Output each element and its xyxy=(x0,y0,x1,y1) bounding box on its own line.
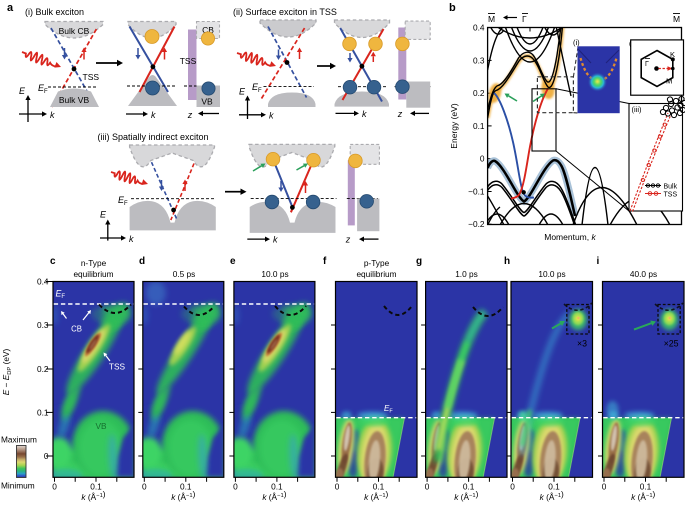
svg-text:0.1: 0.1 xyxy=(271,482,283,492)
svg-text:0.5 ps: 0.5 ps xyxy=(173,269,196,279)
svg-text:0.1: 0.1 xyxy=(473,121,485,131)
svg-text:VB: VB xyxy=(95,421,107,431)
svg-text:0.4: 0.4 xyxy=(473,23,485,33)
svg-text:k: k xyxy=(362,109,367,119)
svg-text:0.4: 0.4 xyxy=(37,277,49,287)
svg-text:TSS: TSS xyxy=(180,56,197,66)
svg-text:0: 0 xyxy=(335,482,340,492)
svg-text:E: E xyxy=(239,87,246,97)
svg-text:0: 0 xyxy=(602,482,607,492)
svg-text:c: c xyxy=(50,256,56,267)
svg-text:(i): (i) xyxy=(573,38,580,47)
svg-text:0.1: 0.1 xyxy=(180,482,192,492)
svg-text:0: 0 xyxy=(425,482,430,492)
svg-text:k: k xyxy=(269,111,274,121)
svg-text:−0.1: −0.1 xyxy=(468,186,485,196)
svg-text:0.1: 0.1 xyxy=(37,407,49,417)
svg-text:0.1: 0.1 xyxy=(90,482,102,492)
svg-text:K: K xyxy=(670,50,675,59)
svg-text:equilibrium: equilibrium xyxy=(356,269,396,279)
svg-text:CB: CB xyxy=(71,325,82,334)
svg-text:0: 0 xyxy=(510,482,515,492)
svg-text:Momentum, k: Momentum, k xyxy=(544,232,596,242)
svg-text:E: E xyxy=(19,86,26,96)
svg-text:i: i xyxy=(597,256,600,267)
svg-text:E: E xyxy=(100,210,107,220)
svg-text:1.0 ps: 1.0 ps xyxy=(455,269,478,279)
svg-text:M: M xyxy=(488,14,495,24)
svg-text:Bulk: Bulk xyxy=(664,184,678,191)
svg-text:k: k xyxy=(50,110,55,120)
svg-text:0: 0 xyxy=(52,482,57,492)
svg-text:n-Type: n-Type xyxy=(81,258,107,268)
svg-text:VB: VB xyxy=(201,97,213,107)
svg-text:M: M xyxy=(666,77,672,86)
svg-text:0: 0 xyxy=(480,154,485,164)
svg-text:k: k xyxy=(151,110,156,120)
svg-text:(iii): (iii) xyxy=(632,105,642,114)
svg-text:(i) Bulk exciton: (i) Bulk exciton xyxy=(25,7,84,17)
svg-text:−0.2: −0.2 xyxy=(468,219,485,229)
svg-text:×3: ×3 xyxy=(577,339,587,349)
svg-text:0: 0 xyxy=(44,451,49,461)
svg-text:p-Type: p-Type xyxy=(364,258,390,268)
svg-text:Minimum: Minimum xyxy=(1,481,35,491)
svg-text:0.1: 0.1 xyxy=(548,482,560,492)
svg-text:k: k xyxy=(273,235,278,245)
svg-text:0: 0 xyxy=(233,482,238,492)
svg-text:e: e xyxy=(230,256,236,267)
svg-text:Bulk CB: Bulk CB xyxy=(59,26,90,36)
svg-text:z: z xyxy=(187,110,193,120)
svg-text:Γ: Γ xyxy=(522,14,527,24)
svg-text:d: d xyxy=(139,256,145,267)
svg-text:TSS: TSS xyxy=(83,72,100,82)
svg-text:Γ: Γ xyxy=(645,61,649,68)
svg-text:0.1: 0.1 xyxy=(373,482,385,492)
svg-text:(iii) Spatially indirect excit: (iii) Spatially indirect exciton xyxy=(98,132,209,142)
svg-text:z: z xyxy=(345,235,351,245)
svg-text:0.2: 0.2 xyxy=(473,88,485,98)
svg-text:10.0 ps: 10.0 ps xyxy=(538,269,565,279)
svg-text:Energy (eV): Energy (eV) xyxy=(449,103,459,149)
svg-text:0.1: 0.1 xyxy=(463,482,475,492)
svg-text:Bulk VB: Bulk VB xyxy=(59,95,90,105)
svg-text:k: k xyxy=(129,234,134,244)
svg-text:40.0 ps: 40.0 ps xyxy=(630,269,657,279)
svg-text:0.1: 0.1 xyxy=(640,482,652,492)
svg-text:×25: ×25 xyxy=(664,339,679,349)
svg-text:a: a xyxy=(7,2,14,14)
svg-text:z: z xyxy=(397,109,403,119)
svg-text:b: b xyxy=(449,2,456,14)
svg-text:h: h xyxy=(504,256,510,267)
svg-text:TSS: TSS xyxy=(664,192,678,199)
svg-text:0.2: 0.2 xyxy=(37,364,49,374)
svg-text:10.0 ps: 10.0 ps xyxy=(261,269,288,279)
svg-text:g: g xyxy=(416,256,422,267)
svg-text:equilibrium: equilibrium xyxy=(73,269,113,279)
svg-text:M: M xyxy=(673,14,680,24)
svg-text:0.3: 0.3 xyxy=(37,320,49,330)
svg-text:TSS: TSS xyxy=(109,362,126,372)
svg-text:0: 0 xyxy=(142,482,147,492)
svg-text:Maximum: Maximum xyxy=(1,435,37,445)
svg-text:(ii) Surface exciton in TSS: (ii) Surface exciton in TSS xyxy=(233,7,337,17)
svg-text:0.3: 0.3 xyxy=(473,55,485,65)
